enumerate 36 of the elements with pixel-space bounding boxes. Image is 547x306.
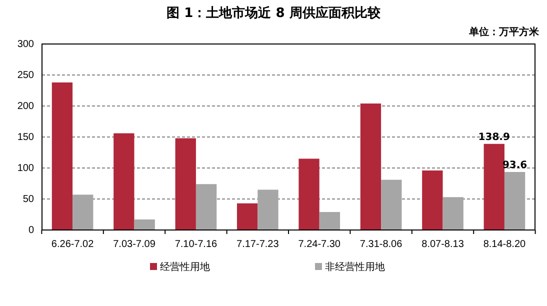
bar [236, 203, 258, 230]
text: 单位：万平方米 [468, 26, 540, 38]
bar [134, 219, 155, 230]
bar [319, 212, 340, 230]
y-tick-label: 200 [17, 101, 34, 112]
x-tick-label: 7.31-8.06 [360, 239, 403, 250]
legend-label: 非经营性用地 [325, 261, 385, 273]
bar [175, 138, 196, 230]
y-tick-label: 50 [22, 194, 34, 206]
data-label: 138.9 [478, 132, 510, 143]
bar [298, 158, 320, 230]
bar [504, 172, 526, 230]
chart-title: 图 1：土地市场近 8 周供应面积比较 [166, 5, 382, 21]
x-tick-label: 7.03-7.09 [113, 239, 156, 250]
bar [114, 133, 134, 230]
y-tick-label: 0 [28, 225, 34, 236]
y-tick-label: 300 [17, 39, 34, 50]
bar [360, 104, 382, 230]
bar [52, 82, 73, 230]
bar [196, 184, 217, 230]
bar [442, 197, 464, 230]
y-tick-label: 250 [17, 70, 34, 82]
x-tick-label: 7.17-7.23 [236, 239, 280, 250]
x-tick-label: 7.10-7.16 [174, 239, 218, 250]
bar [484, 144, 504, 230]
bar [422, 170, 443, 230]
y-tick-label: 150 [17, 132, 34, 144]
bar [381, 180, 402, 230]
x-tick-label: 8.07-8.13 [422, 239, 464, 250]
bar [72, 194, 94, 230]
x-tick-label: 8.14-8.20 [483, 239, 526, 250]
bar [258, 190, 278, 230]
x-tick-label: 7.24-7.30 [298, 239, 341, 250]
y-tick-label: 100 [17, 163, 34, 174]
x-tick-label: 6.26-7.02 [51, 239, 94, 250]
legend-label: 经营性用地 [160, 261, 210, 273]
